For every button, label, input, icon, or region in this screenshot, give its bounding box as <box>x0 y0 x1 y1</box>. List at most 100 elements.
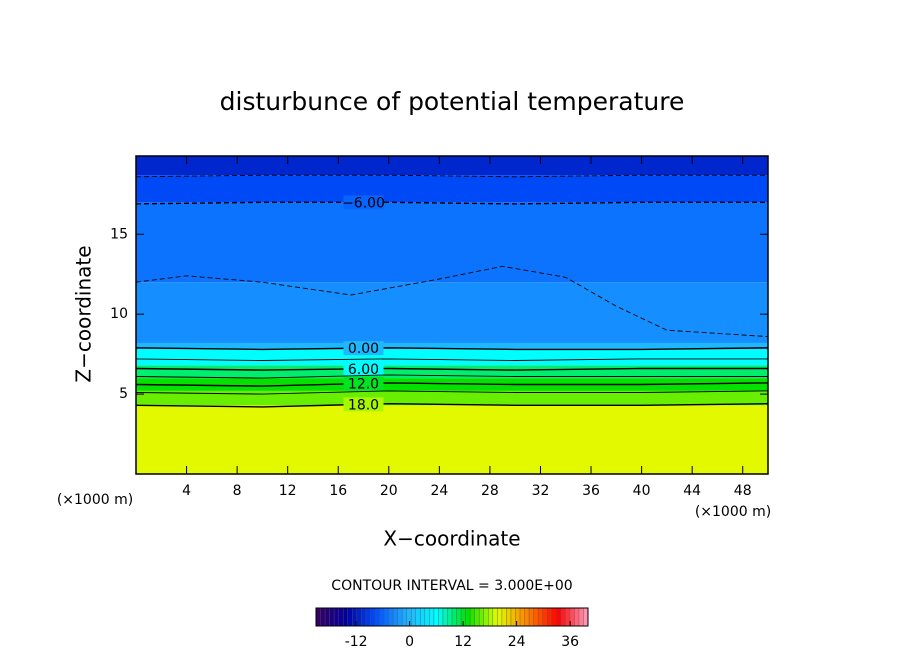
contour-label: 12.0 <box>348 377 379 393</box>
unit-label: (×1000 m) <box>695 504 771 520</box>
colorbar-cell <box>542 608 548 626</box>
x-tick-label: 48 <box>734 483 752 499</box>
colorbar-cell <box>565 608 571 626</box>
colorbar-cell <box>442 608 448 626</box>
colorbar-cell <box>578 608 584 626</box>
colorbar-cell <box>325 608 330 626</box>
colorbar-cell <box>365 608 371 626</box>
contour-line <box>135 367 768 371</box>
colorbar-cell <box>547 608 553 626</box>
field-band <box>136 175 768 203</box>
colorbar-cell <box>483 608 489 626</box>
contour-interval-note: CONTOUR INTERVAL = 3.000E+00 <box>331 578 572 594</box>
contour-label: 0.00 <box>348 341 379 357</box>
colorbar: -12 0 12 24 36 <box>315 607 589 650</box>
contour-line <box>135 174 768 178</box>
colorbar-cell <box>361 608 367 626</box>
colorbar-cell <box>465 608 471 626</box>
contour-label-bg <box>343 195 384 210</box>
colorbar-cell <box>529 608 534 626</box>
contour-line <box>135 265 769 338</box>
colorbar-cell <box>488 608 494 626</box>
colorbar-cell <box>492 608 498 626</box>
colorbar-cell <box>524 608 530 626</box>
contour-line <box>135 358 768 361</box>
colorbar-cell <box>452 608 457 626</box>
colorbar-cell <box>456 608 462 626</box>
x-tick-label: 32 <box>532 483 550 499</box>
x-tick-label: 8 <box>233 483 242 499</box>
contour-label: 18.0 <box>348 397 379 413</box>
colorbar-cell <box>520 608 525 626</box>
field-band <box>136 349 768 366</box>
colorbar-cell <box>429 608 435 626</box>
colorbar-cell <box>338 608 344 626</box>
colorbar-cell <box>447 608 453 626</box>
x-tick-label: 36 <box>582 483 600 499</box>
colorbar-cell <box>424 608 430 626</box>
colorbar-cell <box>352 608 358 626</box>
field-band <box>136 342 768 350</box>
colorbar-cell <box>374 608 380 626</box>
x-tick-label: 44 <box>683 483 701 499</box>
colorbar-cell <box>411 608 417 626</box>
colorbar-cell <box>334 608 339 626</box>
colorbar-cell <box>438 608 444 626</box>
colorbar-cell <box>574 608 580 626</box>
field-band <box>136 378 768 391</box>
contour-line <box>135 402 769 408</box>
colorbar-tick-label: 0 <box>405 634 414 650</box>
contour-line <box>135 390 769 395</box>
colorbar-tick-label: 36 <box>561 634 579 650</box>
contour-line <box>135 374 768 379</box>
field-band <box>136 405 768 474</box>
colorbar-cell <box>316 608 321 626</box>
colorbar-cell <box>501 608 507 626</box>
colorbar-tick-label: 12 <box>454 634 472 650</box>
y-tick-label: 10 <box>110 306 128 322</box>
colorbar-cell <box>356 608 362 626</box>
colorbar-frame <box>315 607 589 627</box>
colorbar-cell <box>415 608 421 626</box>
colorbar-cell <box>470 608 475 626</box>
colorbar-cell <box>388 608 394 626</box>
colorbar-cell <box>320 608 326 626</box>
colorbar-cell <box>406 608 412 626</box>
colorbar-cell <box>569 608 575 626</box>
field-band <box>136 282 768 343</box>
field-band <box>136 202 768 283</box>
contour-label: 6.00 <box>348 362 379 378</box>
contour-label-bg <box>343 341 384 356</box>
y-tick-label: 5 <box>119 386 128 402</box>
colorbar-cell <box>510 608 516 626</box>
colorbar-cell <box>393 608 398 626</box>
contour-label-bg <box>343 397 384 412</box>
contour-label-bg <box>343 376 384 391</box>
field-band <box>136 156 768 176</box>
plot-frame <box>135 155 769 475</box>
colorbar-tick-label: 24 <box>508 634 526 650</box>
contour-line <box>135 382 769 387</box>
x-tick-label: 16 <box>329 483 347 499</box>
field-band <box>136 390 768 406</box>
colorbar-cell <box>329 608 335 626</box>
unit-label: (×1000 m) <box>57 492 133 508</box>
colorbar-cell <box>370 608 376 626</box>
colorbar-cell <box>506 608 512 626</box>
colorbar-cell <box>515 608 521 626</box>
contour-label: −6.00 <box>342 195 385 211</box>
x-tick-label: 12 <box>279 483 297 499</box>
contour-line <box>135 347 769 351</box>
colorbar-cell <box>384 608 389 626</box>
x-tick-label: 28 <box>481 483 499 499</box>
colorbar-tick-label: -12 <box>345 634 368 650</box>
colorbar-cell <box>343 608 349 626</box>
y-tick-label: 15 <box>110 226 128 242</box>
colorbar-cell <box>556 608 562 626</box>
x-tick-label: 20 <box>380 483 398 499</box>
colorbar-cell <box>533 608 539 626</box>
colorbar-cell <box>560 608 566 626</box>
